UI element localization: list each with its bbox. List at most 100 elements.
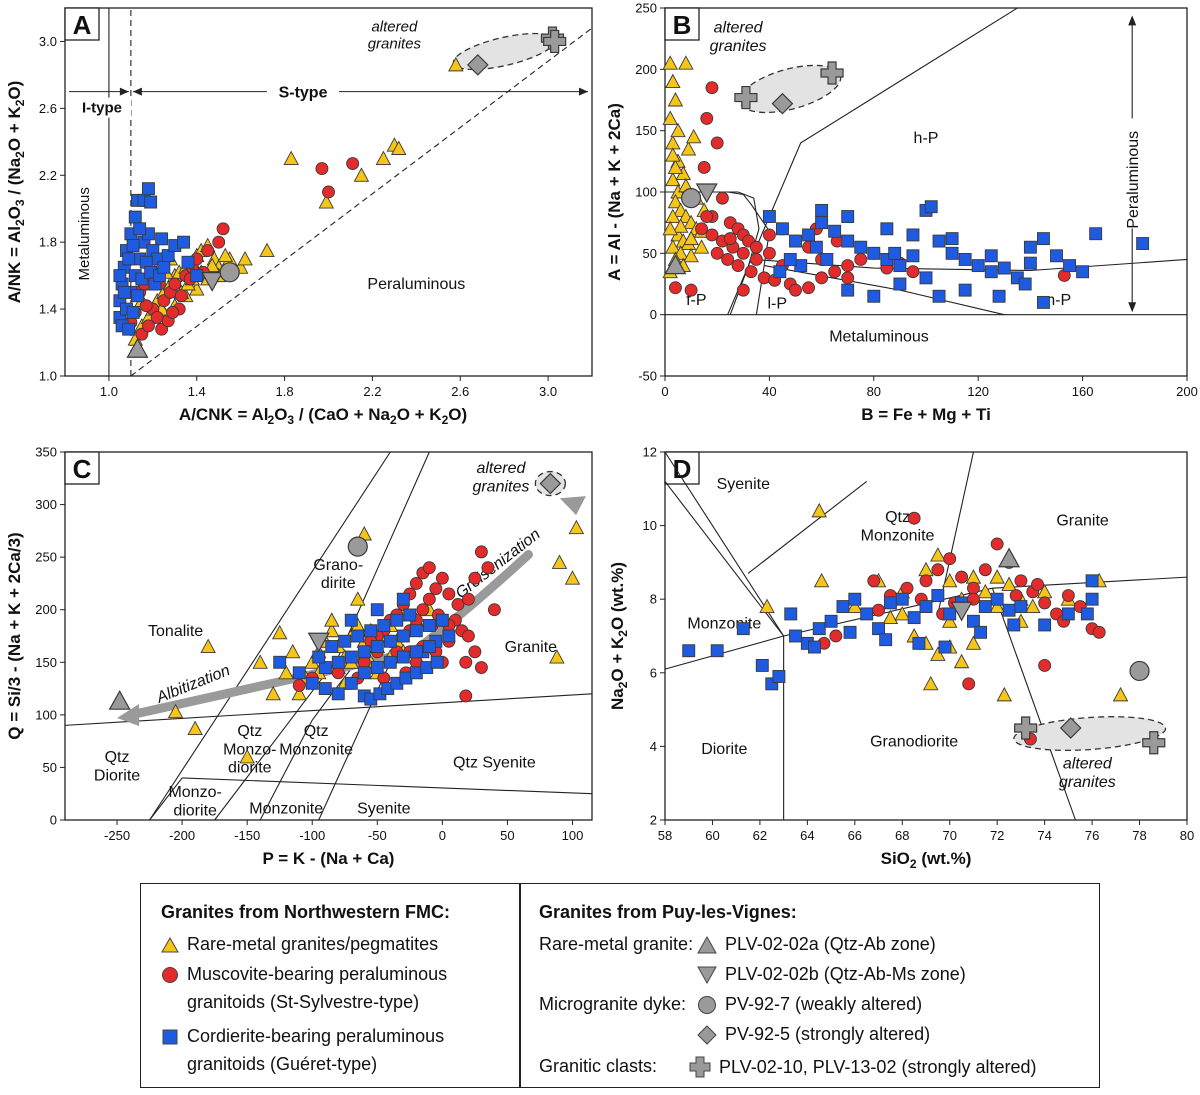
y-axis-title: A = Al - (Na + K + 2Ca) (605, 103, 624, 281)
series-triangle-down-gray (950, 601, 973, 622)
data-point (1059, 717, 1082, 739)
label-bg (73, 97, 131, 118)
data-point (684, 283, 698, 297)
y-tick-label: 350 (35, 445, 57, 460)
data-point (113, 269, 127, 283)
data-point (705, 228, 719, 242)
label-bg (267, 81, 340, 102)
data-point (683, 247, 699, 263)
data-point (135, 327, 149, 341)
data-point (665, 208, 681, 223)
y-tick-label: 2.6 (39, 101, 57, 116)
data-point (967, 581, 980, 595)
data-point (667, 193, 684, 209)
data-point (989, 569, 1005, 584)
data-point (824, 614, 838, 628)
panel-letter: B (673, 10, 692, 40)
data-point (950, 601, 973, 622)
gray-diamond-icon (697, 1024, 717, 1045)
data-point (697, 161, 711, 174)
data-point (487, 603, 501, 617)
data-point (662, 220, 678, 236)
data-point (867, 246, 881, 260)
data-point (126, 338, 149, 358)
x-tick-label: 66 (848, 828, 862, 843)
data-point (216, 222, 230, 236)
data-point (836, 600, 850, 614)
data-point (166, 305, 180, 319)
data-point (931, 589, 945, 602)
data-point (894, 605, 911, 621)
x-tick-label: 78 (1132, 828, 1146, 843)
data-point (174, 289, 188, 303)
data-point (155, 232, 169, 246)
series-circle-gray (680, 188, 702, 209)
x-tick-label: 50 (500, 828, 514, 843)
data-point (139, 299, 153, 313)
data-point (430, 655, 444, 669)
data-point (772, 670, 786, 683)
data-point (815, 271, 829, 285)
data-point (549, 649, 565, 664)
legend-item-muscovite: Muscovite-bearing peraluminous (161, 964, 447, 985)
y-tick-label: 2 (650, 813, 657, 828)
data-point (1063, 259, 1077, 273)
monzodiorite-label: diorite (173, 802, 217, 819)
x-tick-label: 2.6 (451, 384, 469, 399)
data-point (126, 305, 140, 319)
data-point (1002, 603, 1016, 617)
legend-item-label: PLV-02-02b (Qtz-Ab-Ms zone) (725, 964, 966, 984)
data-point (841, 210, 855, 223)
data-point (667, 92, 684, 107)
data-point (680, 188, 702, 209)
data-point (789, 283, 802, 297)
data-point (907, 511, 921, 525)
syenite-label: Syenite (357, 801, 410, 818)
y-tick-label: -50 (638, 369, 657, 384)
data-point (662, 55, 678, 70)
legend-group-clasts: Granitic clasts: (539, 1056, 658, 1076)
series-cross-gray (1014, 716, 1166, 755)
data-point (396, 629, 410, 643)
data-point (930, 646, 946, 661)
data-point (141, 182, 155, 196)
data-point (943, 607, 957, 621)
qtz-monzonite-label: Qtz (885, 509, 910, 526)
x-tick-label: 60 (705, 828, 719, 843)
data-point (122, 322, 136, 336)
data-point (828, 224, 842, 238)
data-point (403, 608, 417, 622)
data-point (187, 720, 203, 735)
granodiorite-label: Granodiorite (870, 733, 958, 750)
x-tick-label: 160 (1072, 384, 1094, 399)
data-point (357, 645, 371, 659)
x-tick-label: 62 (753, 828, 767, 843)
data-point (468, 645, 482, 659)
panel-D: 58 60 62 64 66 68 70 72 74 76 78 8024681012DSyenite… (608, 445, 1194, 872)
data-point (919, 271, 933, 285)
lp-label: l-P (767, 296, 787, 313)
data-point (201, 244, 215, 257)
data-point (664, 254, 687, 275)
data-point (811, 502, 827, 518)
data-point (773, 265, 787, 279)
data-point (665, 73, 681, 89)
data-point (265, 685, 281, 701)
data-point (906, 265, 920, 279)
data-point (941, 572, 958, 588)
data-point (312, 650, 326, 664)
data-point (1085, 592, 1099, 606)
y-tick-label: 0 (650, 307, 657, 322)
y-tick-label: 50 (643, 246, 657, 261)
data-point (710, 644, 724, 658)
panel-letter-box (64, 7, 100, 41)
x-tick-label: 80 (867, 384, 881, 399)
data-point (278, 664, 294, 680)
data-point (1085, 574, 1099, 588)
data-point (815, 203, 829, 217)
series-diamond-gray (771, 92, 794, 115)
data-point (945, 232, 959, 246)
data-point (682, 644, 696, 658)
data-point (812, 622, 826, 636)
data-point (117, 285, 131, 299)
